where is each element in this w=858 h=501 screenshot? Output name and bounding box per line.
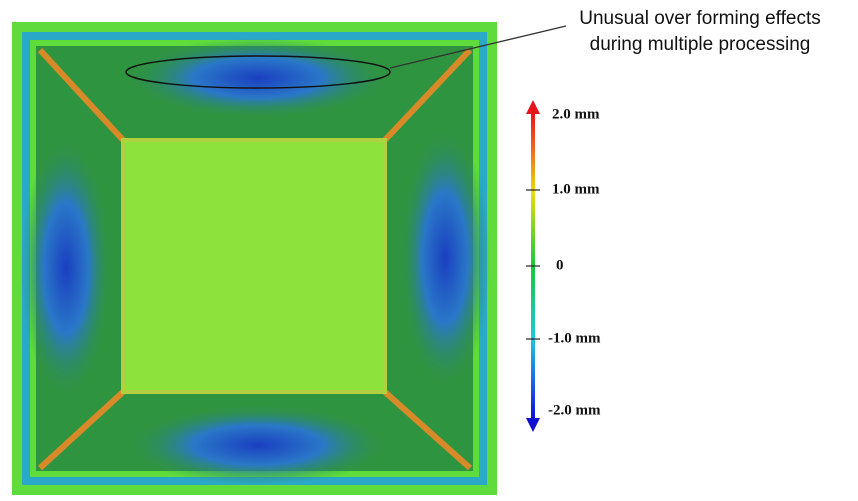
- colorbar-label: -2.0 mm: [548, 402, 601, 418]
- annotation-line: Unusual over forming effects: [579, 8, 821, 29]
- colorbar-label: -1.0 mm: [548, 330, 601, 346]
- deviation-map: [12, 22, 497, 495]
- colorbar-label: 0: [556, 257, 564, 273]
- colorbar: 2.0 mm 1.0 mm 0 -1.0 mm -2.0 mm: [526, 100, 601, 432]
- colorbar-label: 2.0 mm: [552, 106, 600, 122]
- colorbar-label: 1.0 mm: [552, 181, 600, 197]
- annotation-line: during multiple processing: [590, 34, 811, 55]
- figure: Unusual over forming effects during mult…: [0, 0, 858, 501]
